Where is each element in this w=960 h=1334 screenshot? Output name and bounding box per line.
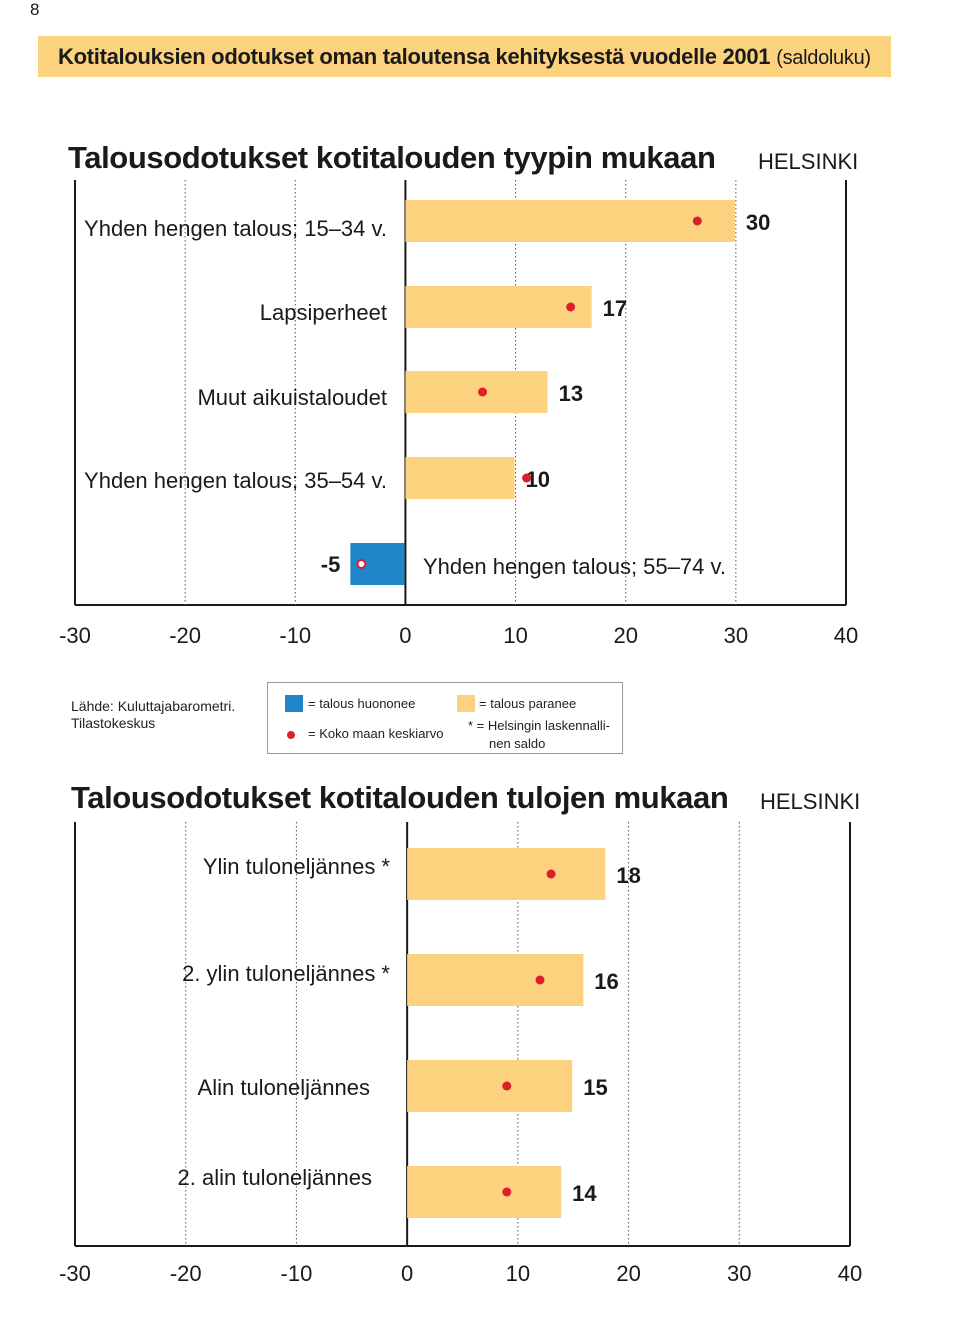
chart2-value-label: 14 bbox=[572, 1181, 597, 1206]
chart1-average-dot bbox=[356, 559, 367, 569]
chart1-title: Talousodotukset kotitalouden tyypin muka… bbox=[68, 140, 716, 175]
chart1-tick-label: -30 bbox=[59, 623, 91, 648]
chart1-tick-label: 20 bbox=[613, 623, 637, 648]
chart2-value-label: 16 bbox=[594, 969, 618, 994]
chart1-value-label: 17 bbox=[603, 296, 627, 321]
legend-average-label: = Koko maan keskiarvo bbox=[308, 726, 444, 741]
chart2-bar bbox=[407, 1060, 573, 1112]
page-number: 8 bbox=[30, 0, 40, 19]
banner-subtitle: (saldoluku) bbox=[776, 47, 871, 69]
chart1-category-label: Yhden hengen talous; 15–34 v. bbox=[84, 216, 387, 241]
banner-title: Kotitalouksien odotukset oman taloutensa… bbox=[58, 44, 871, 70]
legend-positive-label: = talous paranee bbox=[479, 696, 577, 711]
chart1-tick-label: -20 bbox=[169, 623, 201, 648]
chart1-tick-label: 30 bbox=[724, 623, 748, 648]
chart2-bar bbox=[407, 1166, 562, 1218]
chart2-average-dot bbox=[502, 1187, 512, 1197]
header-banner: Kotitalouksien odotukset oman taloutensa… bbox=[38, 36, 891, 77]
chart1-average-dot bbox=[566, 302, 576, 312]
chart1-bar bbox=[405, 457, 515, 499]
chart2-bar bbox=[407, 848, 606, 900]
chart1-value-label: 30 bbox=[746, 210, 770, 235]
chart2-tick-label: 20 bbox=[616, 1261, 640, 1286]
chart2-tick-label: 0 bbox=[401, 1261, 413, 1286]
chart2-tick-label: 40 bbox=[838, 1261, 862, 1286]
chart1-category-label: Yhden hengen talous; 35–54 v. bbox=[84, 468, 387, 493]
chart2-tick-label: -10 bbox=[281, 1261, 313, 1286]
chart1-category-label: Lapsiperheet bbox=[260, 300, 387, 325]
chart2-average-dot bbox=[546, 869, 556, 879]
chart2-tick-label: 30 bbox=[727, 1261, 751, 1286]
chart2-region: HELSINKI bbox=[760, 789, 861, 814]
chart2-value-label: 15 bbox=[583, 1075, 607, 1100]
legend-helsinki-note-2: nen saldo bbox=[489, 736, 546, 751]
chart1-region: HELSINKI bbox=[758, 149, 859, 174]
chart1-average-dot bbox=[522, 473, 532, 483]
chart2-category-label: Ylin tuloneljännes * bbox=[203, 854, 391, 879]
chart1-average-dot bbox=[692, 216, 702, 226]
chart1-bar bbox=[405, 200, 735, 242]
chart1-value-label: 13 bbox=[559, 381, 583, 406]
chart1-tick-label: 10 bbox=[503, 623, 527, 648]
legend-positive-swatch bbox=[457, 695, 475, 712]
chart1-tick-label: 40 bbox=[834, 623, 858, 648]
chart1-category-label: Muut aikuistaloudet bbox=[197, 385, 387, 410]
chart2-average-dot bbox=[535, 975, 545, 985]
chart1-household-type: -30 -20 -10 0 10 20 30 40 30 Yhden hengen talous;… bbox=[59, 180, 858, 648]
chart2-category-label: Alin tuloneljännes bbox=[198, 1075, 370, 1100]
chart1-tick-label: -10 bbox=[279, 623, 311, 648]
chart1-average-dot bbox=[478, 387, 488, 397]
chart2-value-label: 18 bbox=[616, 863, 640, 888]
chart2-average-dot bbox=[502, 1081, 512, 1091]
chart2-tick-label: 10 bbox=[506, 1261, 530, 1286]
chart1-bar bbox=[405, 286, 592, 328]
source-note: Lähde: Kuluttajabarometri. Tilastokeskus bbox=[71, 698, 235, 732]
banner-title-text: Kotitalouksien odotukset oman taloutensa… bbox=[58, 44, 771, 69]
chart2-category-label: 2. ylin tuloneljännes * bbox=[182, 961, 390, 986]
chart2-category-label: 2. alin tuloneljännes bbox=[178, 1165, 372, 1190]
chart2-bar bbox=[407, 954, 584, 1006]
legend-average-dot bbox=[287, 731, 295, 739]
legend: = talous huononee = talous paranee = Kok… bbox=[267, 682, 623, 754]
source-line-2: Tilastokeskus bbox=[71, 715, 156, 731]
chart1-value-label: -5 bbox=[321, 552, 341, 577]
chart2-title: Talousodotukset kotitalouden tulojen muk… bbox=[71, 780, 729, 815]
chart1-category-label: Yhden hengen talous; 55–74 v. bbox=[423, 554, 726, 579]
source-line-1: Lähde: Kuluttajabarometri. bbox=[71, 698, 236, 714]
chart1-bar bbox=[405, 371, 548, 413]
legend-negative-label: = talous huononee bbox=[308, 696, 416, 711]
legend-negative-swatch bbox=[285, 695, 303, 712]
chart2-tick-label: -20 bbox=[170, 1261, 202, 1286]
chart1-tick-label: 0 bbox=[399, 623, 411, 648]
legend-helsinki-note-1: * = Helsingin laskennalli- bbox=[468, 718, 610, 733]
chart2-tick-label: -30 bbox=[59, 1261, 91, 1286]
